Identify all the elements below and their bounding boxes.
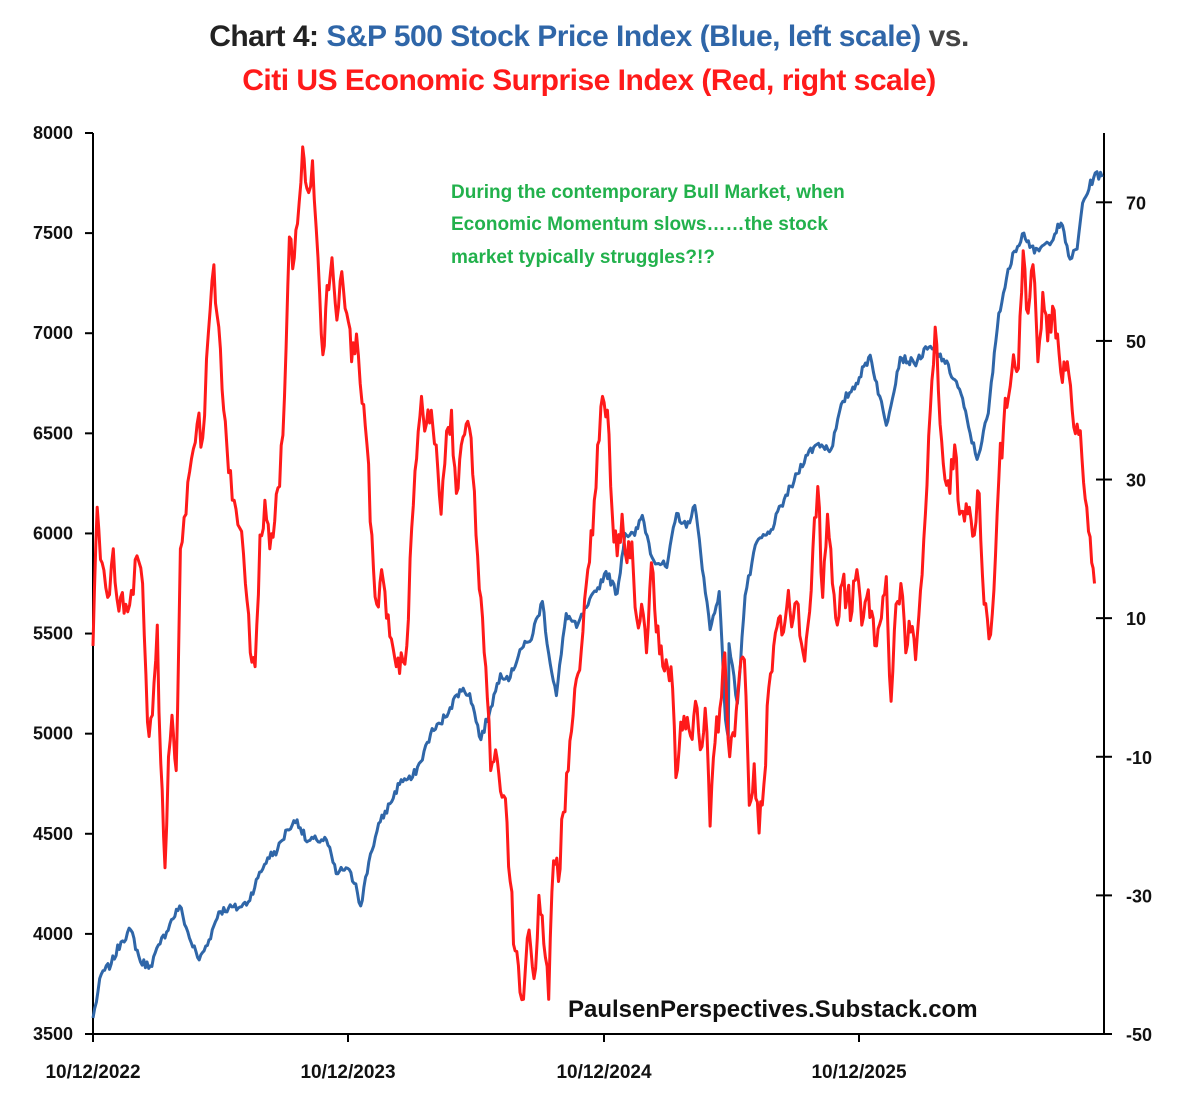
- axes: [92, 133, 1105, 1035]
- left-tick-label: 7500: [33, 223, 73, 243]
- x-tick-label: 10/12/2022: [45, 1062, 140, 1083]
- right-tick-label: 10: [1126, 609, 1146, 629]
- right-tick-label: 30: [1126, 471, 1146, 491]
- title-blue-series: S&P 500 Stock Price Index (Blue, left sc…: [326, 20, 921, 53]
- right-tick-label: 70: [1126, 193, 1146, 213]
- x-tick-label: 10/12/2025: [811, 1062, 907, 1083]
- series-line-citi-surprise: [91, 145, 1096, 1002]
- series-line-sp500: [91, 170, 1104, 1019]
- left-tick-label: 5500: [33, 624, 73, 644]
- right-tick-label: -30: [1126, 886, 1152, 906]
- chart-title-line-1: Chart 4: S&P 500 Stock Price Index (Blue…: [0, 20, 1178, 54]
- title-prefix: Chart 4:: [209, 20, 327, 53]
- left-tick-label: 6500: [33, 423, 73, 443]
- right-tick-label: -10: [1126, 748, 1152, 768]
- left-tick-label: 7000: [33, 323, 73, 343]
- left-tick-label: 3500: [33, 1024, 73, 1044]
- left-tick-label: 6000: [33, 523, 73, 543]
- left-tick-label: 8000: [33, 123, 73, 143]
- title-suffix: vs.: [920, 20, 970, 53]
- source-credit: PaulsenPerspectives.Substack.com: [568, 996, 978, 1023]
- tick-group: 3500 4000 4500 5000 5500 6000 6500 7000 7500 8000…: [33, 123, 1152, 1083]
- right-tick-label: 50: [1126, 332, 1146, 352]
- left-tick-label: 5000: [33, 724, 73, 744]
- left-tick-label: 4000: [33, 924, 73, 944]
- annotation-line-1: During the contemporary Bull Market, whe…: [451, 182, 845, 203]
- x-tick-label: 10/12/2024: [556, 1062, 652, 1083]
- annotation-line-3: market typically struggles?!?: [451, 247, 715, 268]
- chart-title-line-2: Citi US Economic Surprise Index (Red, ri…: [242, 64, 936, 97]
- x-tick-label: 10/12/2023: [300, 1062, 395, 1083]
- annotation-line-2: Economic Momentum slows……the stock: [451, 214, 828, 235]
- series-group: [91, 145, 1104, 1019]
- left-tick-label: 4500: [33, 824, 73, 844]
- right-tick-label: -50: [1126, 1025, 1152, 1045]
